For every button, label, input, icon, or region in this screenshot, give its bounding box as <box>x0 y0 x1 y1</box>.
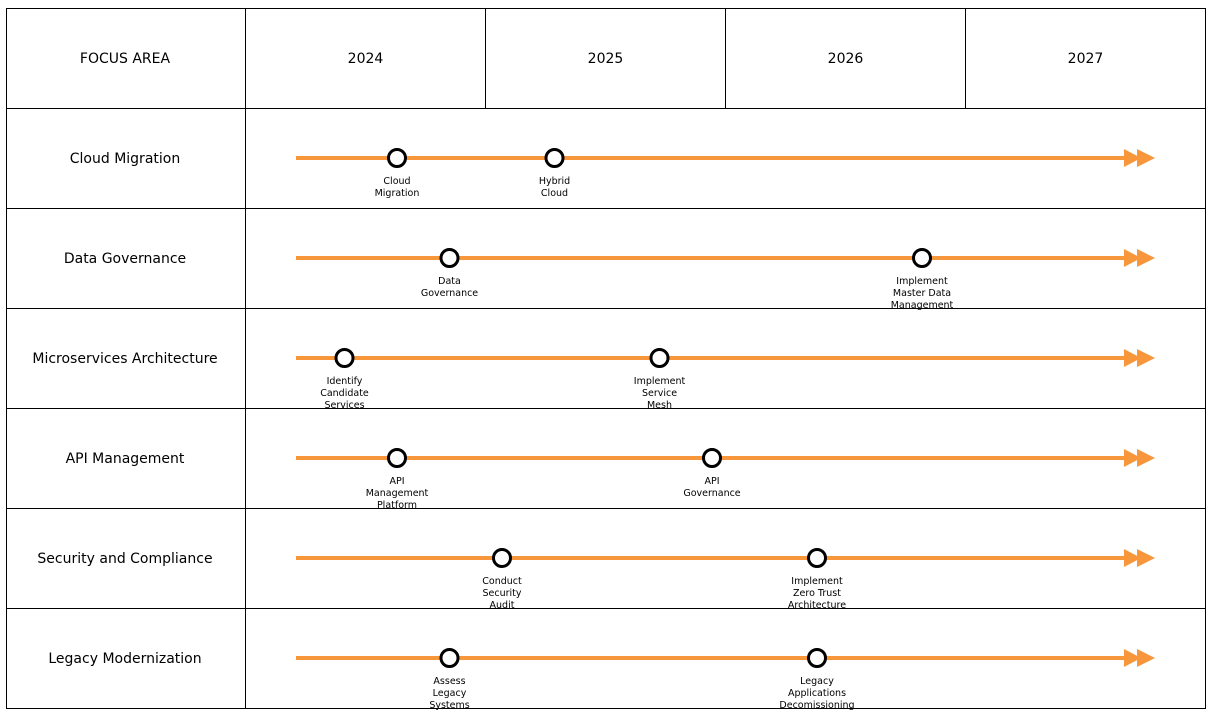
timeline-arrowhead <box>1124 249 1141 267</box>
timeline-arrowhead <box>1137 549 1155 567</box>
milestone-label: Mesh <box>647 400 672 411</box>
milestone-label: Service <box>642 388 677 399</box>
milestone-label: Systems <box>429 700 469 711</box>
focus-area-label: Data Governance <box>64 251 186 267</box>
year-header: 2027 <box>1068 51 1104 67</box>
milestone-label: Cloud <box>541 188 568 199</box>
milestone-label: Implement <box>634 376 686 387</box>
milestone-label: Identify <box>327 376 363 387</box>
milestone-marker <box>649 348 670 368</box>
milestone-label: Hybrid <box>539 176 570 187</box>
focus-area-label: Microservices Architecture <box>32 351 217 367</box>
milestone-label: Management <box>891 300 954 311</box>
milestone-marker <box>807 648 827 668</box>
year-header: 2025 <box>588 51 624 67</box>
timeline-arrowhead <box>1137 149 1155 167</box>
timeline-arrowhead <box>1124 549 1141 567</box>
milestone-label: API <box>389 476 404 487</box>
milestone-label: Decomissioning <box>779 700 854 711</box>
milestone-label: Legacy <box>433 688 467 699</box>
timeline-arrowhead <box>1137 349 1155 367</box>
milestone-marker <box>387 148 407 168</box>
focus-area-label: Cloud Migration <box>70 151 180 167</box>
milestone-label: API <box>704 476 719 487</box>
year-header: 2026 <box>828 51 864 67</box>
milestone-label: Security <box>482 588 521 599</box>
milestone-marker <box>334 348 355 368</box>
milestone-label: Architecture <box>788 600 846 611</box>
milestone-marker <box>912 248 932 268</box>
milestone-label: Master Data <box>893 288 951 299</box>
focus-area-label: Security and Compliance <box>37 551 212 567</box>
timeline-arrowhead <box>1124 449 1141 467</box>
focus-area-row: API ManagementAPIManagementPlatformAPIGo… <box>66 448 1155 511</box>
milestone-label: Legacy <box>800 676 834 687</box>
milestone-label: Migration <box>375 188 420 199</box>
focus-area-row: Legacy ModernizationAssessLegacySystemsL… <box>48 648 1155 711</box>
focus-area-rows: Cloud MigrationCloudMigrationHybridCloud… <box>32 148 1155 711</box>
focus-area-label: Legacy Modernization <box>48 651 201 667</box>
milestone-marker <box>387 448 407 468</box>
roadmap-grid <box>6 8 1206 709</box>
milestone-label: Conduct <box>482 576 522 587</box>
milestone-marker <box>439 248 460 268</box>
focus-area-label: API Management <box>66 451 185 467</box>
milestone-label: Data <box>438 276 461 287</box>
milestone-label: Platform <box>377 500 417 511</box>
milestone-label: Governance <box>421 288 478 299</box>
focus-area-row: Data GovernanceDataGovernanceImplementMa… <box>64 248 1155 311</box>
year-headers: 2024 2025 2026 2027 <box>348 51 1104 67</box>
milestone-marker <box>492 548 512 568</box>
milestone-label: Governance <box>683 488 740 499</box>
timeline-arrowhead <box>1124 649 1141 667</box>
focus-area-row: Security and Compliance ConductSecurityAu… <box>37 548 1155 611</box>
milestone-label: Implement <box>791 576 843 587</box>
milestone-marker <box>702 448 722 468</box>
milestone-label: Candidate <box>320 388 369 399</box>
milestone-label: Implement <box>896 276 948 287</box>
focus-area-header: FOCUS AREA <box>80 51 171 67</box>
focus-area-row: Microservices Architecture IdentifyCandid… <box>32 348 1155 411</box>
timeline-arrowhead <box>1137 649 1155 667</box>
milestone-marker <box>544 148 565 168</box>
milestone-label: Zero Trust <box>793 588 841 599</box>
grid-border <box>6 8 1206 709</box>
milestone-label: Assess <box>433 676 465 687</box>
milestone-marker <box>439 648 460 668</box>
milestone-label: Applications <box>788 688 846 699</box>
milestone-label: Services <box>324 400 364 411</box>
year-header: 2024 <box>348 51 384 67</box>
timeline-arrowhead <box>1124 149 1141 167</box>
milestone-label: Management <box>366 488 429 499</box>
timeline-arrowhead <box>1137 449 1155 467</box>
milestone-label: Cloud <box>383 176 410 187</box>
milestone-label: Audit <box>490 600 515 611</box>
timeline-arrowhead <box>1124 349 1141 367</box>
timeline-arrowhead <box>1137 249 1155 267</box>
milestone-marker <box>807 548 827 568</box>
